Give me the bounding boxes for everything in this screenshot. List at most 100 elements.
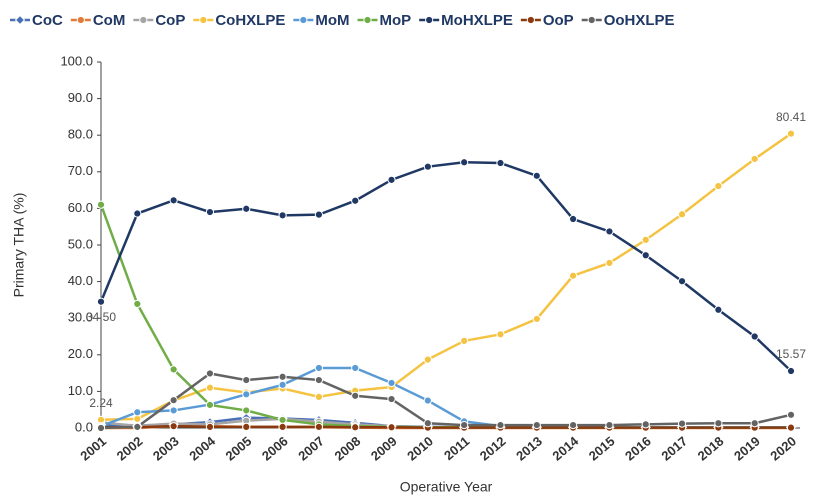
data-point	[605, 227, 614, 236]
data-point	[278, 415, 287, 425]
data-point	[387, 175, 396, 184]
data-point	[314, 375, 323, 385]
x-tick-label: 2003	[150, 433, 182, 463]
legend-item: OoP	[520, 12, 574, 29]
data-point	[786, 410, 796, 419]
legend-label: MoM	[315, 12, 349, 29]
x-tick-label: 2006	[259, 433, 291, 463]
x-tick-label: 2013	[513, 433, 545, 463]
x-tick-label: 2011	[441, 433, 472, 463]
data-point	[423, 419, 432, 428]
data-point	[351, 196, 360, 205]
y-tick-label: 50.0	[68, 236, 93, 251]
y-axis-title: Primary THA (%)	[11, 193, 27, 298]
x-tick-label: 2012	[477, 433, 509, 463]
y-tick-label: 80.0	[68, 127, 93, 142]
legend-marker	[139, 15, 148, 25]
data-point	[677, 419, 687, 428]
data-point	[460, 336, 469, 345]
data-point	[641, 251, 650, 260]
legend-item: CoP	[133, 12, 185, 29]
legend-marker	[299, 15, 308, 25]
data-point	[205, 369, 215, 378]
legend-marker	[587, 15, 596, 25]
x-tick-label: 2020	[767, 433, 799, 463]
data-point	[96, 423, 106, 433]
legend-label: MoHXLPE	[441, 12, 513, 29]
legend-label: OoP	[543, 12, 574, 29]
data-point	[423, 396, 432, 405]
x-tick-label: 2005	[223, 433, 255, 463]
x-tick-label: 2017	[658, 433, 690, 463]
data-point	[242, 375, 251, 385]
data-point	[641, 420, 650, 429]
data-point	[169, 422, 178, 431]
series-line	[99, 161, 792, 372]
data-point	[387, 394, 396, 404]
data-point	[750, 419, 759, 428]
data-point	[532, 420, 541, 430]
legend-item: MoHXLPE	[419, 12, 513, 29]
y-tick-label: 20.0	[68, 346, 93, 361]
data-point	[714, 419, 723, 428]
data-point	[786, 129, 796, 138]
data-point	[205, 207, 215, 217]
data-point	[351, 423, 360, 432]
data-point	[314, 422, 323, 432]
legend-label: CoC	[32, 12, 63, 29]
legend-item: MoP	[357, 12, 411, 29]
data-point	[133, 299, 142, 309]
x-tick-label: 2004	[186, 433, 218, 464]
x-tick-label: 2019	[731, 433, 763, 463]
data-point	[387, 423, 396, 432]
data-point	[605, 420, 614, 430]
data-point	[569, 271, 578, 280]
data-point	[314, 210, 323, 219]
data-point	[242, 406, 251, 415]
data-point	[605, 258, 614, 268]
series-line	[100, 372, 792, 430]
series-line	[99, 204, 791, 429]
data-point	[96, 297, 106, 306]
data-point	[242, 204, 251, 213]
legend-item: CoHXLPE	[193, 12, 285, 29]
x-tick-label: 2015	[586, 433, 618, 463]
data-point	[460, 158, 469, 167]
data-point	[569, 420, 578, 430]
legend-label: CoM	[93, 12, 126, 29]
data-label: 2.24	[89, 396, 113, 410]
legend-marker	[14, 14, 26, 26]
x-tick-label: 2009	[368, 433, 400, 463]
series-line	[101, 424, 791, 429]
data-point	[96, 200, 106, 209]
data-point	[750, 332, 759, 341]
legend-label: OoHXLPE	[604, 12, 675, 29]
data-point	[351, 363, 360, 373]
data-point	[423, 355, 432, 364]
legend-marker	[425, 15, 434, 25]
y-tick-label: 40.0	[68, 273, 93, 288]
data-point	[169, 396, 178, 405]
data-label: 34.50	[86, 310, 116, 324]
y-tick-label: 90.0	[68, 90, 93, 105]
y-tick-label: 30.0	[68, 310, 93, 325]
legend-item: CoC	[10, 12, 63, 29]
legend-item: OoHXLPE	[581, 12, 675, 29]
data-point	[278, 211, 287, 220]
legend-label: CoP	[155, 12, 185, 29]
y-tick-label: 0.0	[75, 419, 93, 434]
data-point	[133, 422, 142, 432]
data-label: 15.57	[776, 347, 806, 361]
data-point	[387, 378, 396, 388]
data-point	[569, 214, 578, 224]
x-tick-label: 2016	[622, 433, 654, 463]
data-point	[278, 380, 287, 389]
y-tick-label: 100.0	[60, 53, 93, 68]
series-line	[100, 132, 792, 422]
data-point	[278, 372, 287, 381]
data-point	[205, 383, 215, 392]
x-tick-label: 2018	[695, 433, 727, 463]
data-point	[714, 181, 723, 191]
data-point	[677, 210, 687, 219]
